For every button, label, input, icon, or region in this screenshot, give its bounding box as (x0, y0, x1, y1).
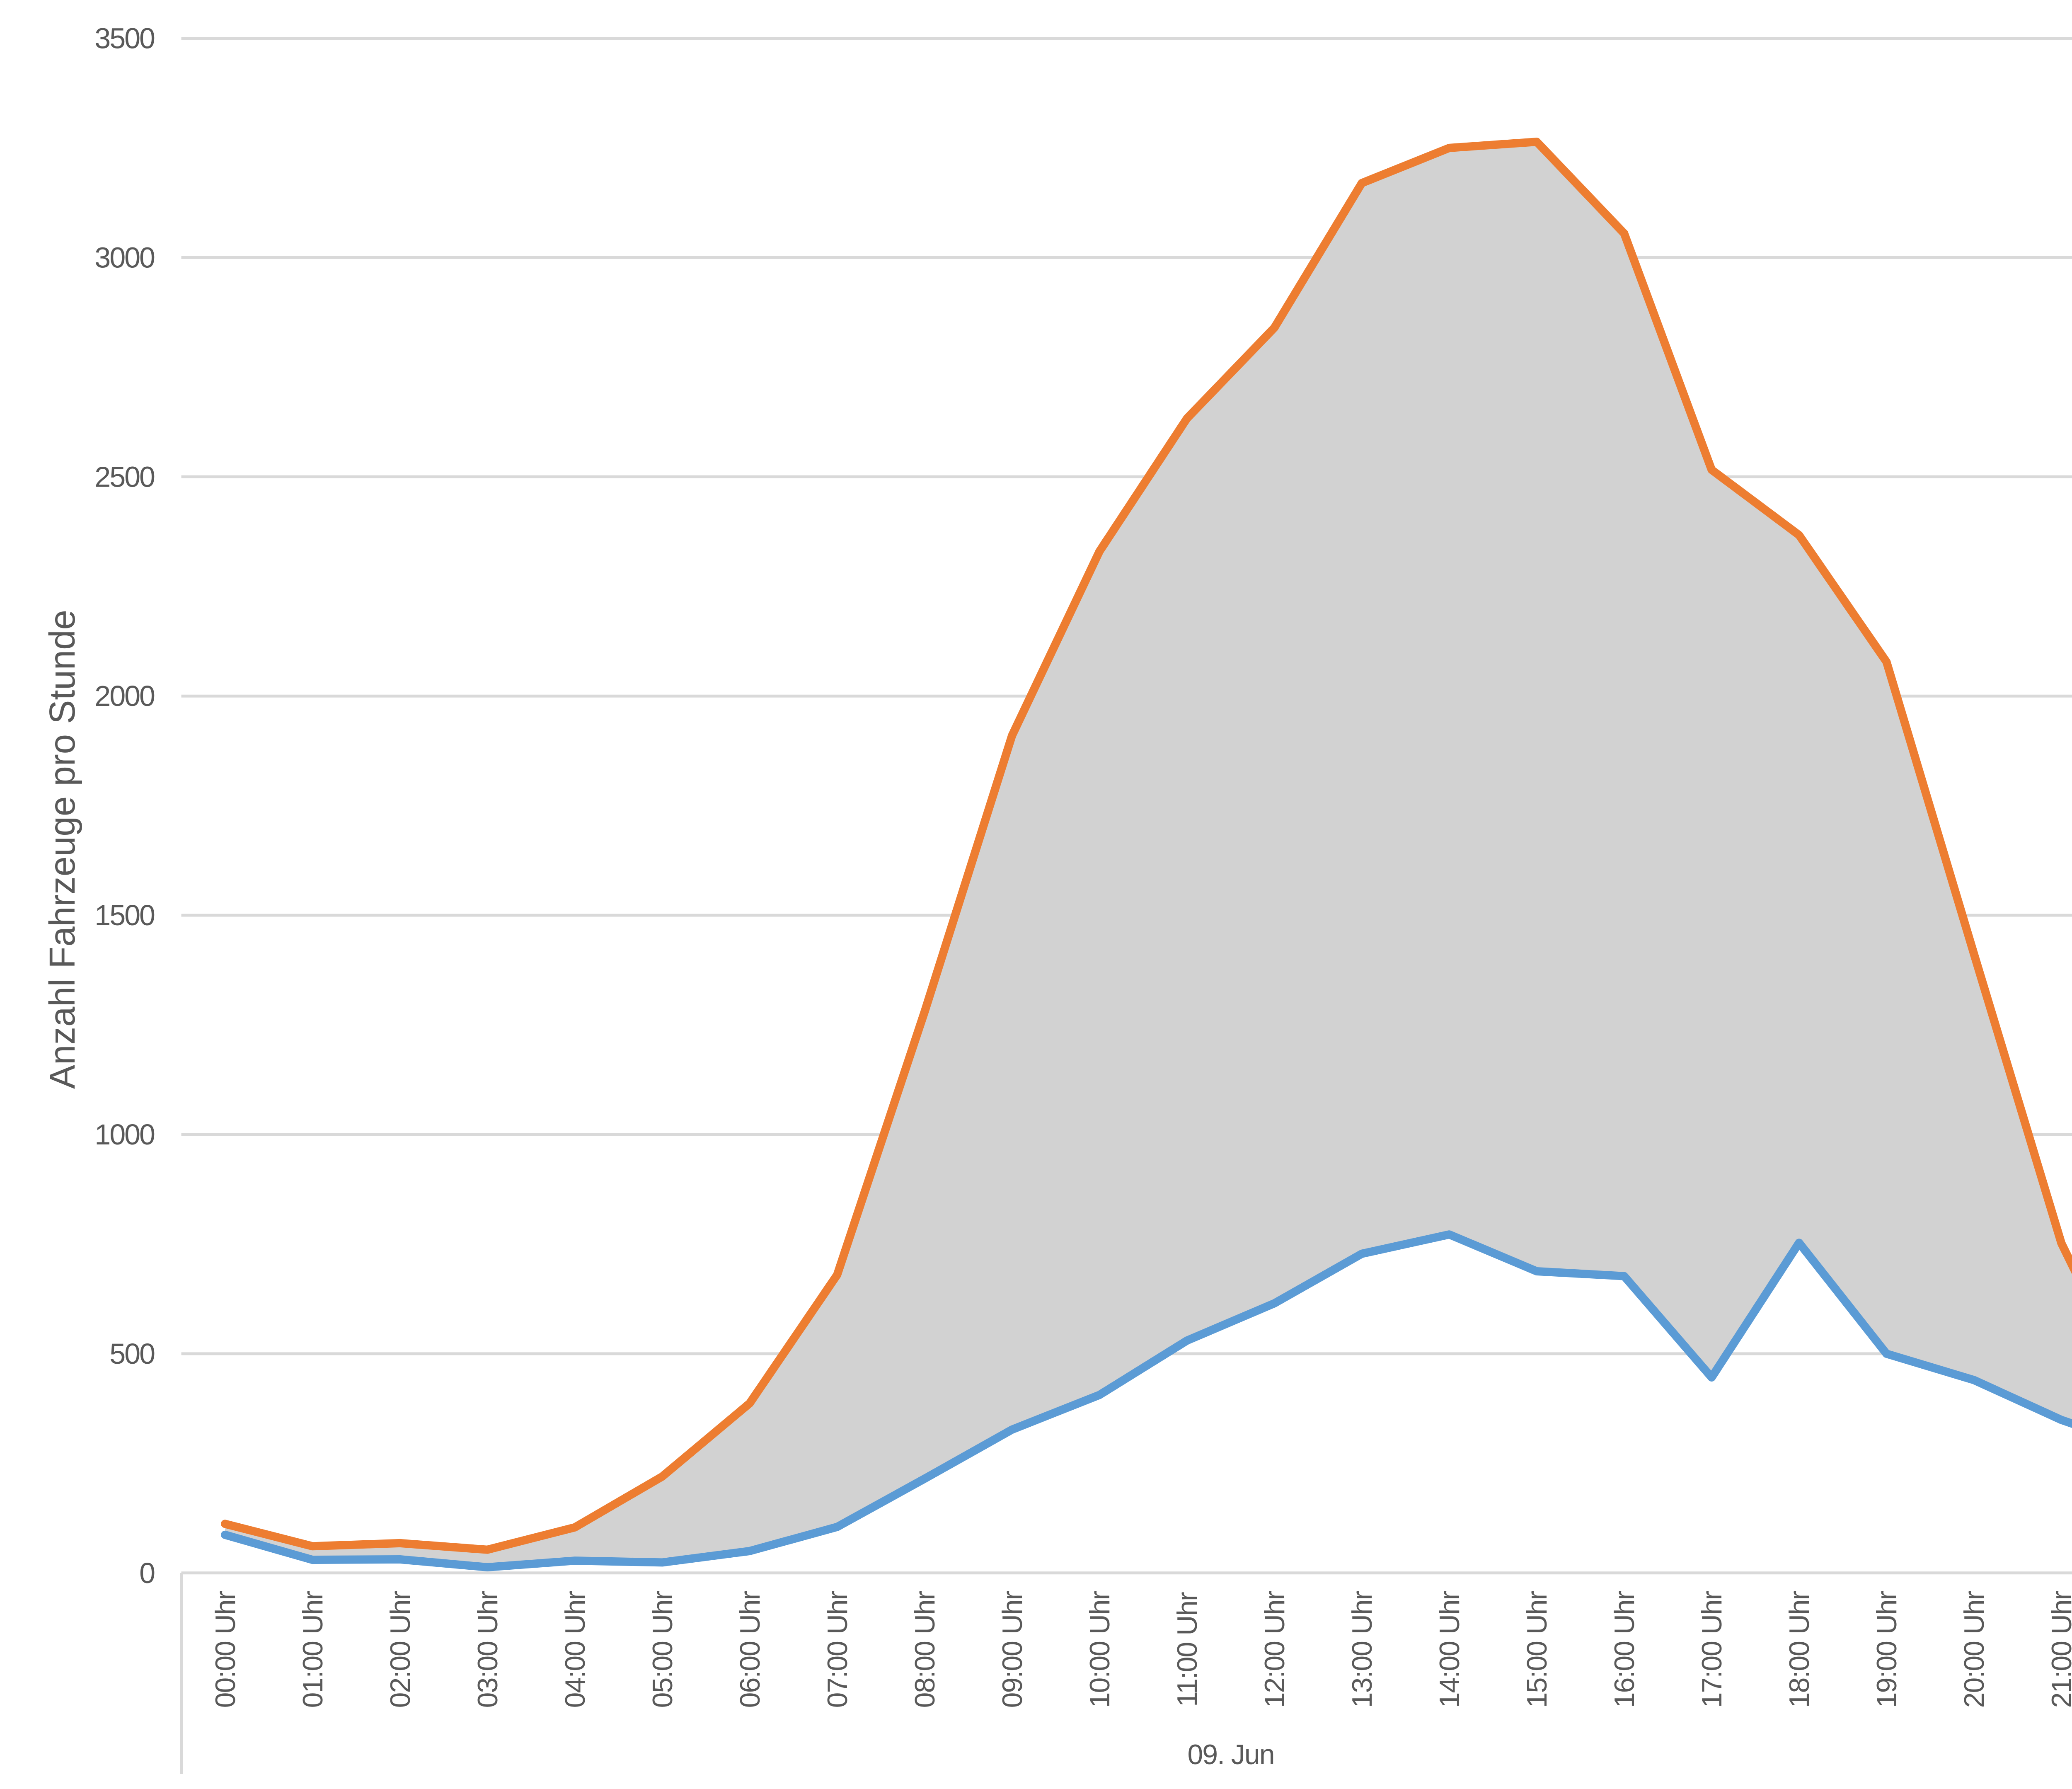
svg-text:12:00 Uhr: 12:00 Uhr (1259, 1591, 1290, 1708)
svg-text:13:00 Uhr: 13:00 Uhr (1346, 1591, 1378, 1708)
svg-text:Anzahl Fahrzeuge pro Stunde: Anzahl Fahrzeuge pro Stunde (42, 610, 82, 1089)
svg-text:15:00 Uhr: 15:00 Uhr (1521, 1591, 1553, 1708)
svg-text:0: 0 (139, 1557, 155, 1589)
svg-text:10:00 Uhr: 10:00 Uhr (1084, 1591, 1116, 1708)
svg-text:08:00 Uhr: 08:00 Uhr (909, 1591, 941, 1708)
svg-text:21:00 Uhr: 21:00 Uhr (2046, 1591, 2072, 1708)
svg-text:14:00 Uhr: 14:00 Uhr (1434, 1591, 1465, 1708)
svg-text:500: 500 (109, 1338, 155, 1370)
svg-text:1000: 1000 (94, 1118, 155, 1151)
svg-text:07:00 Uhr: 07:00 Uhr (822, 1591, 853, 1708)
svg-text:3000: 3000 (94, 241, 155, 274)
svg-text:06:00 Uhr: 06:00 Uhr (734, 1591, 766, 1708)
svg-text:19:00 Uhr: 19:00 Uhr (1871, 1591, 1903, 1708)
svg-text:03:00 Uhr: 03:00 Uhr (472, 1591, 503, 1708)
svg-text:04:00 Uhr: 04:00 Uhr (559, 1591, 591, 1708)
svg-text:09:00 Uhr: 09:00 Uhr (997, 1591, 1028, 1708)
svg-text:16:00 Uhr: 16:00 Uhr (1609, 1591, 1640, 1708)
svg-text:02:00 Uhr: 02:00 Uhr (385, 1591, 416, 1708)
svg-text:00:00 Uhr: 00:00 Uhr (210, 1591, 241, 1708)
svg-text:3500: 3500 (94, 22, 155, 55)
svg-text:11:00 Uhr: 11:00 Uhr (1172, 1592, 1203, 1707)
svg-text:2000: 2000 (94, 680, 155, 712)
svg-text:09. Jun: 09. Jun (1187, 1739, 1274, 1770)
svg-text:17:00 Uhr: 17:00 Uhr (1696, 1591, 1728, 1708)
svg-text:2500: 2500 (94, 461, 155, 493)
svg-text:20:00 Uhr: 20:00 Uhr (1958, 1591, 1990, 1708)
svg-text:05:00 Uhr: 05:00 Uhr (647, 1591, 678, 1708)
svg-text:18:00 Uhr: 18:00 Uhr (1784, 1591, 1815, 1708)
svg-text:01:00 Uhr: 01:00 Uhr (297, 1591, 329, 1708)
svg-text:1500: 1500 (94, 899, 155, 931)
